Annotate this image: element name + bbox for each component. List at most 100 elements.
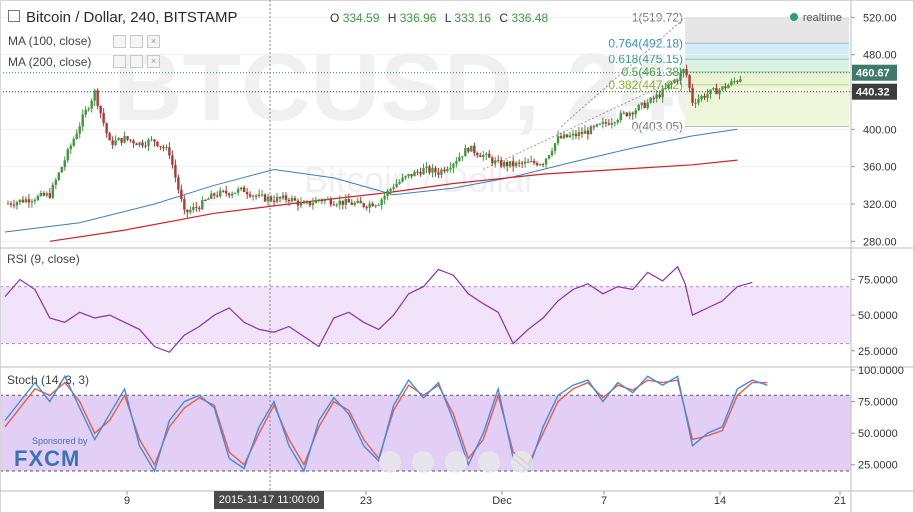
ohlc-readout: O 334.59 H 336.96 L 333.16 C 336.48	[330, 11, 549, 25]
candle-body	[697, 99, 700, 103]
candle-body	[350, 202, 353, 205]
candle-body	[631, 112, 634, 115]
candle-body	[27, 199, 31, 203]
settings-icon[interactable]	[130, 35, 143, 48]
candle-body	[523, 161, 527, 164]
price-tick-label: 360.00	[863, 162, 897, 174]
fib-label: 0.382(447.62)	[608, 78, 683, 92]
candle-body	[12, 204, 16, 206]
candle-body	[386, 190, 389, 196]
candle-body	[679, 72, 682, 81]
fib-zone	[685, 43, 849, 60]
candle-body	[177, 177, 180, 190]
candle-body	[712, 88, 715, 90]
candle-body	[634, 110, 637, 115]
candle-body	[685, 69, 688, 76]
candle-body	[254, 195, 258, 197]
candle-body	[449, 167, 452, 170]
candle-body	[595, 124, 599, 127]
candle-body	[123, 136, 126, 143]
current-price-label: 460.67	[856, 68, 890, 80]
fib-zone	[685, 17, 849, 44]
candle-body	[353, 202, 356, 205]
candle-body	[317, 199, 321, 201]
fib-label: 0.618(475.15)	[608, 52, 683, 66]
candle-body	[658, 94, 661, 98]
candle-body	[263, 194, 267, 202]
candle-body	[216, 195, 219, 197]
candle-body	[497, 160, 500, 162]
price-tick-label: 520.00	[863, 12, 897, 24]
candle-body	[102, 112, 105, 124]
candle-body	[156, 141, 159, 147]
candle-body	[655, 94, 658, 99]
stoch-tick-label: 100.0000	[858, 365, 904, 377]
candle-body	[670, 83, 673, 85]
candle-body	[434, 168, 437, 173]
candle-body	[320, 199, 324, 202]
candle-body	[296, 200, 300, 206]
candle-body	[736, 81, 739, 83]
candle-body	[482, 154, 485, 158]
candle-body	[24, 199, 28, 203]
candle-body	[703, 95, 706, 98]
candle-body	[538, 164, 542, 166]
visibility-icon[interactable]	[113, 55, 126, 68]
candle-body	[314, 199, 318, 204]
candle-body	[162, 146, 165, 149]
candle-body	[688, 75, 691, 88]
candle-body	[616, 120, 620, 123]
candle-body	[559, 136, 563, 139]
candle-body	[132, 140, 135, 144]
candle-body	[706, 94, 709, 98]
candle-body	[305, 201, 309, 204]
candle-body	[556, 136, 560, 144]
candle-body	[718, 89, 721, 95]
candle-body	[458, 157, 461, 162]
candle-body	[389, 188, 392, 191]
candle-body	[508, 161, 512, 167]
candle-body	[105, 123, 108, 134]
chart-title: Bitcoin / Dollar, 240, BITSTAMP	[8, 9, 237, 26]
candle-body	[511, 161, 515, 167]
candle-body	[613, 122, 617, 124]
close-icon[interactable]: ×	[147, 55, 160, 68]
candle-body	[219, 190, 222, 197]
rsi-tick-label: 25.0000	[858, 346, 898, 358]
candle-body	[108, 133, 111, 141]
close-icon[interactable]: ×	[147, 35, 160, 48]
candle-body	[395, 183, 398, 188]
candle-body	[526, 161, 530, 163]
candle-body	[494, 160, 497, 164]
candle-body	[308, 201, 312, 206]
candle-body	[392, 187, 395, 189]
ma100-line	[4, 128, 738, 233]
ma200-label[interactable]: MA (200, close)	[8, 55, 92, 69]
ma100-label[interactable]: MA (100, close)	[8, 34, 92, 48]
rsi-line	[4, 265, 753, 353]
candle-body	[180, 189, 183, 200]
candle-body	[335, 204, 339, 206]
settings-icon[interactable]	[130, 55, 143, 68]
candle-body	[129, 139, 132, 141]
candle-body	[299, 202, 303, 206]
candle-body	[667, 84, 670, 88]
time-tick-label: 9	[124, 495, 130, 507]
candle-body	[470, 145, 473, 152]
candle-body	[440, 169, 443, 175]
candle-body	[260, 194, 264, 196]
rsi-tick-label: 50.0000	[858, 310, 898, 322]
collapse-icon[interactable]	[8, 10, 20, 22]
candle-body	[565, 134, 569, 138]
candle-body	[293, 198, 297, 201]
candle-body	[455, 161, 458, 164]
candle-body	[236, 189, 240, 193]
candle-body	[6, 203, 10, 205]
candle-body	[36, 195, 40, 201]
candle-body	[619, 112, 622, 121]
price-tick-label: 280.00	[863, 236, 897, 248]
candle-body	[227, 193, 231, 196]
candle-body	[332, 204, 336, 206]
visibility-icon[interactable]	[113, 35, 126, 48]
ma200-line	[49, 159, 738, 242]
